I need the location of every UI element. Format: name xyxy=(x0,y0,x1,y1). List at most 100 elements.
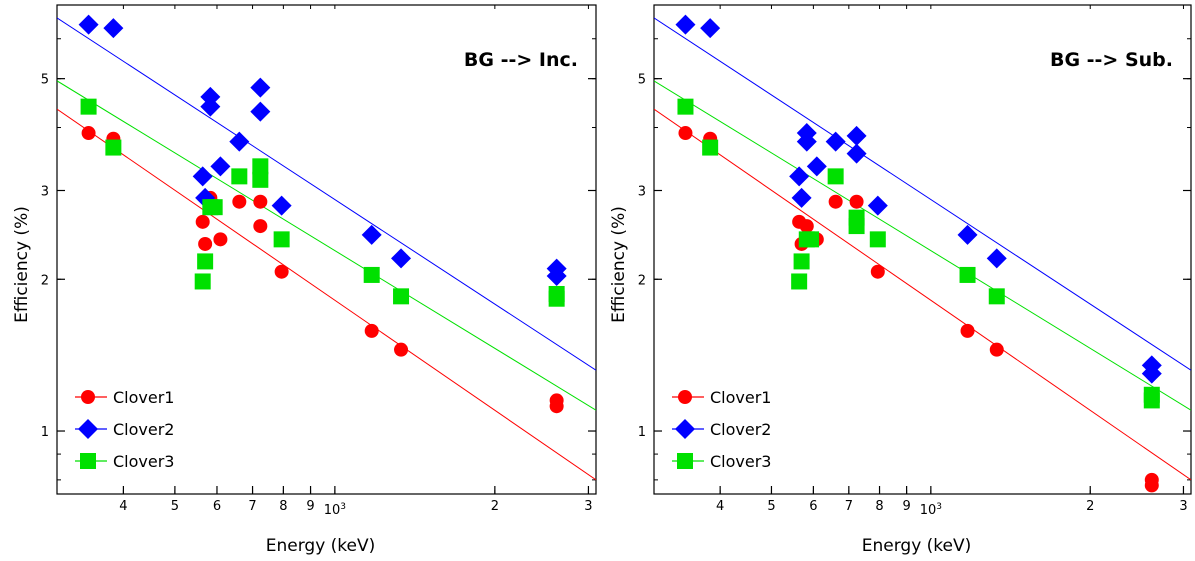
data-point-clover1 xyxy=(960,323,975,338)
data-point-clover1 xyxy=(364,323,379,338)
data-point-clover3 xyxy=(702,139,719,156)
x-tick-label: 7 xyxy=(845,499,853,514)
x-tick-label: 9 xyxy=(902,499,910,514)
y-tick-label: 2 xyxy=(41,273,49,288)
x-tick-label: 103 xyxy=(324,502,346,518)
plot-frame xyxy=(56,4,597,495)
legend-marker-clover1 xyxy=(678,390,692,404)
data-point-clover2 xyxy=(986,248,1007,269)
data-point-clover1 xyxy=(195,214,210,229)
data-point-clover2 xyxy=(957,224,978,245)
fit-line-clover3 xyxy=(654,80,1191,411)
series-clover3 xyxy=(80,98,565,307)
series-clover2 xyxy=(78,14,567,287)
x-tick-label: 8 xyxy=(279,499,287,514)
y-tick-label: 3 xyxy=(638,184,646,199)
x-axis-label: Energy (keV) xyxy=(266,536,376,556)
data-point-clover1 xyxy=(198,236,213,251)
data-point-clover3 xyxy=(393,288,410,305)
data-point-clover1 xyxy=(849,194,864,209)
data-point-clover3 xyxy=(105,139,122,156)
data-point-clover2 xyxy=(1141,363,1162,384)
legend: Clover1 Clover2 Clover3 xyxy=(75,388,174,471)
y-tick-label: 3 xyxy=(41,184,49,199)
panel-annotation: BG --> Sub. xyxy=(1050,49,1173,71)
panel-right: 4 5 6 7 8 9 103 2 3 1 2 3 5 Energy (keV) Efficiency (%… xyxy=(609,4,1192,556)
x-tick-label: 4 xyxy=(119,499,127,514)
data-point-clover3 xyxy=(363,266,380,283)
series-clover1 xyxy=(81,126,564,414)
x-tick-label: 9 xyxy=(306,499,314,514)
data-point-clover1 xyxy=(253,219,268,234)
series-clover3 xyxy=(677,98,1160,409)
fit-line-clover1 xyxy=(654,108,1191,481)
data-point-clover2 xyxy=(846,143,867,164)
data-point-clover3 xyxy=(231,168,248,185)
data-point-clover1 xyxy=(274,264,289,279)
fit-line-clover1 xyxy=(57,108,596,481)
data-point-clover2 xyxy=(675,14,696,35)
data-point-clover2 xyxy=(806,156,827,177)
legend-label: Clover2 xyxy=(113,420,174,439)
data-point-clover2 xyxy=(250,77,271,98)
data-point-clover3 xyxy=(80,98,97,115)
data-point-clover2 xyxy=(271,195,292,216)
legend-label: Clover3 xyxy=(710,452,771,471)
data-point-clover3 xyxy=(677,98,694,115)
legend-marker-clover2 xyxy=(675,419,695,439)
data-point-clover3 xyxy=(252,171,269,188)
data-point-clover1 xyxy=(253,194,268,209)
y-tick-label: 1 xyxy=(41,425,49,440)
legend-marker-clover3 xyxy=(677,453,693,469)
data-point-clover3 xyxy=(803,231,820,248)
data-point-clover2 xyxy=(791,187,812,208)
y-tick-label: 5 xyxy=(41,73,49,88)
data-point-clover2 xyxy=(789,166,810,187)
data-point-clover1 xyxy=(678,126,693,141)
plot-area xyxy=(57,14,596,481)
legend-marker-clover1 xyxy=(81,390,95,404)
data-point-clover2 xyxy=(210,156,231,177)
data-point-clover3 xyxy=(848,218,865,235)
data-point-clover2 xyxy=(391,248,412,269)
data-point-clover2 xyxy=(546,266,567,287)
data-point-clover2 xyxy=(361,224,382,245)
data-point-clover3 xyxy=(869,231,886,248)
data-point-clover3 xyxy=(548,290,565,307)
legend-label: Clover2 xyxy=(710,420,771,439)
data-point-clover3 xyxy=(959,266,976,283)
legend-marker-clover3 xyxy=(80,453,96,469)
data-point-clover1 xyxy=(394,342,409,357)
data-point-clover3 xyxy=(273,231,290,248)
x-tick-label: 2 xyxy=(1086,499,1094,514)
y-tick-label: 1 xyxy=(638,425,646,440)
data-point-clover3 xyxy=(793,253,810,270)
y-tick-label: 5 xyxy=(638,73,646,88)
panel-annotation: BG --> Inc. xyxy=(464,49,578,71)
data-point-clover2 xyxy=(867,195,888,216)
x-tick-label: 3 xyxy=(584,499,592,514)
data-point-clover1 xyxy=(213,232,228,247)
data-point-clover2 xyxy=(103,18,124,39)
fit-line-clover2 xyxy=(654,17,1191,371)
x-tick-label: 7 xyxy=(248,499,256,514)
x-tick-label: 6 xyxy=(213,499,221,514)
legend: Clover1 Clover2 Clover3 xyxy=(672,388,771,471)
x-tick-label: 6 xyxy=(809,499,817,514)
data-point-clover3 xyxy=(206,199,223,216)
data-point-clover1 xyxy=(799,219,814,234)
fit-line-clover3 xyxy=(57,80,596,411)
legend-label: Clover3 xyxy=(113,452,174,471)
plot-area xyxy=(654,14,1191,493)
data-point-clover1 xyxy=(232,194,247,209)
fit-line-clover2 xyxy=(57,17,596,371)
data-point-clover1 xyxy=(870,264,885,279)
data-point-clover2 xyxy=(192,166,213,187)
data-point-clover1 xyxy=(989,342,1004,357)
data-point-clover2 xyxy=(825,131,846,152)
y-tick-label: 2 xyxy=(638,273,646,288)
x-tick-label: 5 xyxy=(767,499,775,514)
data-point-clover2 xyxy=(796,131,817,152)
x-tick-label: 5 xyxy=(171,499,179,514)
